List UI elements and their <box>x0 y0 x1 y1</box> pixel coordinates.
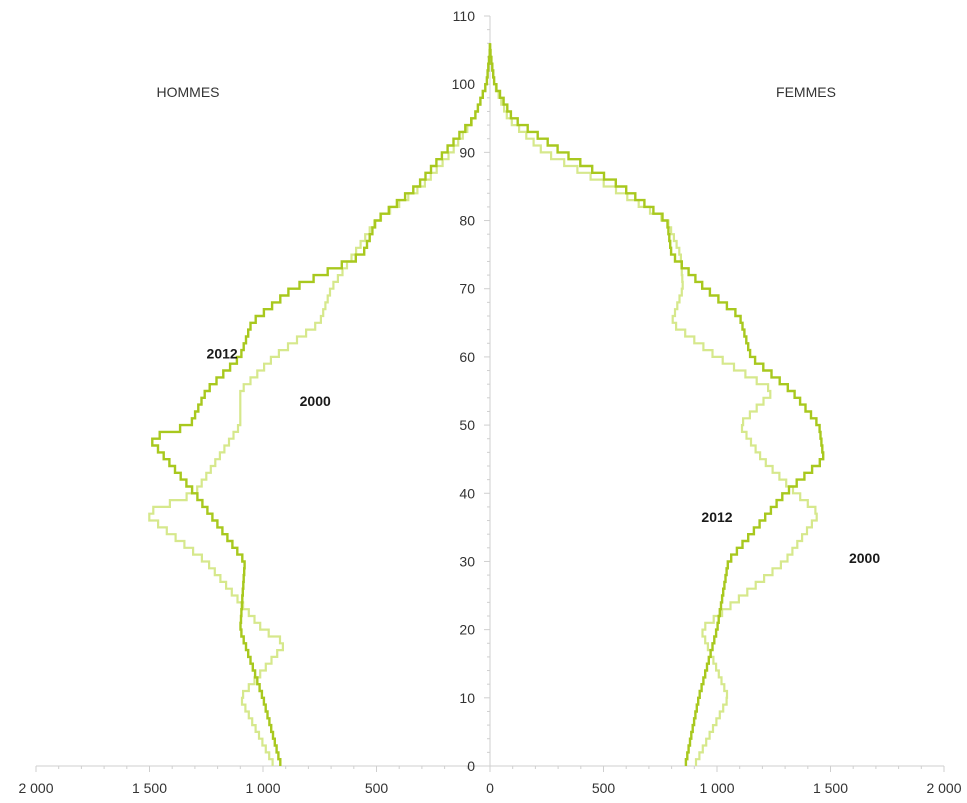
x-tick-label: 1 000 <box>245 780 280 796</box>
y-tick-label: 50 <box>459 417 475 433</box>
x-tick-label: 1 500 <box>813 780 848 796</box>
y-tick-label: 20 <box>459 622 475 638</box>
y-tick-label: 10 <box>459 690 475 706</box>
annotation-2000-hommes: 2000 <box>300 393 331 409</box>
annotation-2012-hommes: 2012 <box>207 346 238 362</box>
x-tick-label: 500 <box>365 780 389 796</box>
y-tick-label: 30 <box>459 553 475 569</box>
y-tick-label: 110 <box>453 8 476 24</box>
x-tick-label: 1 000 <box>699 780 734 796</box>
y-tick-label: 100 <box>452 76 476 92</box>
x-tick-label: 2 000 <box>926 780 961 796</box>
y-tick-label: 60 <box>459 349 475 365</box>
y-tick-label: 70 <box>459 281 475 297</box>
x-tick-label: 500 <box>592 780 616 796</box>
x-tick-label: 0 <box>486 780 494 796</box>
y-tick-label: 80 <box>459 213 475 229</box>
series-2000-femmes <box>488 43 818 766</box>
panel-label-femmes: FEMMES <box>776 84 836 100</box>
y-tick-label: 40 <box>459 485 475 501</box>
series-2012-femmes <box>488 43 825 766</box>
series-2012-hommes <box>151 43 492 766</box>
panel-label-hommes: HOMMES <box>157 84 220 100</box>
x-tick-label: 1 500 <box>132 780 167 796</box>
y-tick-label: 90 <box>459 144 475 160</box>
series-2000-hommes <box>148 43 492 766</box>
series-layer <box>148 43 825 766</box>
y-tick-label: 0 <box>467 758 475 774</box>
x-tick-label: 2 000 <box>18 780 53 796</box>
axes: 2 000 1 500 1 000 500 0 500 1 000 1 500 2 000 0 10… <box>18 8 961 796</box>
annotation-2012-femmes: 2012 <box>701 509 732 525</box>
labels-layer: HOMMES FEMMES 2012 2000 2012 2000 <box>157 84 881 566</box>
annotation-2000-femmes: 2000 <box>849 550 880 566</box>
